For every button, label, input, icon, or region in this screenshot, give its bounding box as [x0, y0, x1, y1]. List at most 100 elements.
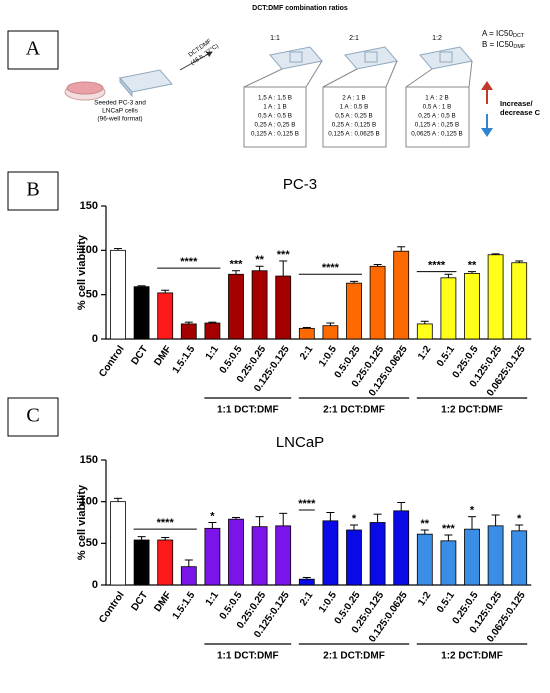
bar [511, 530, 528, 586]
x-tick-label: 0.5:1 [435, 344, 457, 369]
x-tick-label: 1:1 [204, 590, 222, 609]
legend-sub: DMF [513, 44, 526, 50]
legend-main: B = IC50 [482, 40, 514, 49]
significance: * [210, 510, 215, 522]
plate-ratio: 1:1 [270, 35, 280, 42]
bar [133, 539, 150, 586]
gradient-text: Increase/ [500, 99, 533, 108]
significance: **** [180, 256, 198, 268]
y-tick-label: 150 [80, 200, 98, 212]
legend-text: B = IC50DMF [482, 40, 526, 50]
bar [369, 265, 386, 340]
bar [228, 518, 244, 586]
seeding-text: LNCaP cells [102, 108, 138, 115]
dose-text: 1,5 A : 1,5 B [258, 95, 292, 102]
bar [110, 249, 126, 340]
bar [464, 272, 480, 340]
significance: **** [157, 517, 175, 529]
plate-ratio: 1:2 [432, 35, 442, 42]
legend-text: A = IC50DCT [482, 29, 525, 39]
diagram-header: DCT:DMF combination ratios [252, 5, 348, 12]
group-label: 1:2 DCT:DMF [441, 405, 503, 416]
legend-sub: DCT [513, 33, 525, 39]
significance: ** [421, 518, 430, 530]
bar [251, 270, 268, 340]
dose-text: 0,0625 A : 0,125 B [411, 131, 462, 138]
bar [228, 273, 244, 340]
bar [322, 520, 339, 586]
significance: * [352, 513, 357, 525]
x-tick-label: DCT [129, 344, 150, 367]
bar [440, 540, 457, 586]
bar [369, 522, 386, 586]
x-tick-label: Control [97, 344, 127, 380]
significance: ** [255, 254, 264, 266]
x-tick-label: 1:2 [416, 344, 434, 363]
dose-text: 0,5 A : 1 B [423, 104, 452, 111]
group-label: 2:1 DCT:DMF [323, 651, 385, 662]
bar [487, 254, 504, 340]
group-label: 2:1 DCT:DMF [323, 405, 385, 416]
x-tick-label: 2:1 [298, 590, 316, 609]
x-tick-label: DMF [152, 344, 173, 368]
seeding-text: Seeded PC-3 and [94, 100, 146, 107]
x-tick-label: 1:2 [416, 590, 434, 609]
bar [464, 528, 480, 586]
bar [322, 325, 339, 340]
significance: **** [428, 260, 446, 272]
bar [393, 250, 410, 340]
bar [440, 277, 457, 340]
significance: * [470, 505, 475, 517]
bar [133, 286, 150, 340]
chart-title: PC-3 [283, 176, 317, 193]
bar [275, 275, 292, 340]
legend-main: A = IC50 [482, 29, 513, 38]
bar [393, 510, 410, 586]
dose-text: 0,5 A : 0,25 B [335, 113, 372, 120]
dose-text: 1 A : 0,5 B [340, 104, 369, 111]
y-tick-label: 100 [80, 496, 98, 508]
significance: *** [277, 249, 291, 261]
significance: **** [298, 498, 316, 510]
y-tick-label: 0 [92, 579, 98, 591]
panel-label: A [26, 38, 41, 60]
bar [180, 566, 197, 586]
x-tick-label: 1.5:1.5 [171, 344, 198, 376]
group-label: 1:2 DCT:DMF [441, 651, 503, 662]
significance: **** [322, 262, 340, 274]
bar [251, 526, 268, 586]
dose-text: 0,25 A : 0,125 B [332, 122, 376, 129]
x-tick-label: DCT [129, 590, 150, 613]
y-tick-label: 100 [80, 244, 98, 256]
group-label: 1:1 DCT:DMF [217, 405, 279, 416]
significance: ** [468, 260, 477, 272]
bar [298, 327, 315, 340]
bar [110, 501, 126, 586]
diagram-art [64, 46, 493, 148]
significance: *** [442, 523, 456, 535]
dose-text: 0,125 A : 0,125 B [251, 131, 299, 138]
y-tick-label: 50 [86, 537, 98, 549]
bar [346, 282, 362, 340]
x-tick-label: 2:1 [298, 344, 316, 363]
panel-label: C [26, 405, 39, 427]
dose-text: 0,5 A : 0,5 B [258, 113, 292, 120]
panel-label-boxes [7, 30, 59, 437]
bar [204, 322, 221, 340]
x-tick-label: 1.5:1.5 [171, 590, 198, 622]
bar [157, 539, 174, 586]
x-tick-label: DMF [152, 590, 173, 614]
bar [180, 323, 197, 340]
x-tick-label: 1:0.5 [317, 344, 339, 369]
bar [204, 527, 221, 586]
bar [416, 533, 433, 586]
dose-text: 1 A : 2 B [425, 95, 448, 102]
dose-text: 2 A : 1 B [342, 95, 365, 102]
x-tick-label: 1:0.5 [317, 590, 339, 615]
group-label: 1:1 DCT:DMF [217, 651, 279, 662]
y-axis-label: % cell viability [76, 484, 88, 560]
x-tick-label: Control [97, 590, 127, 626]
seeding-text: (96-well format) [97, 116, 142, 123]
y-axis-label: % cell viability [76, 234, 88, 310]
